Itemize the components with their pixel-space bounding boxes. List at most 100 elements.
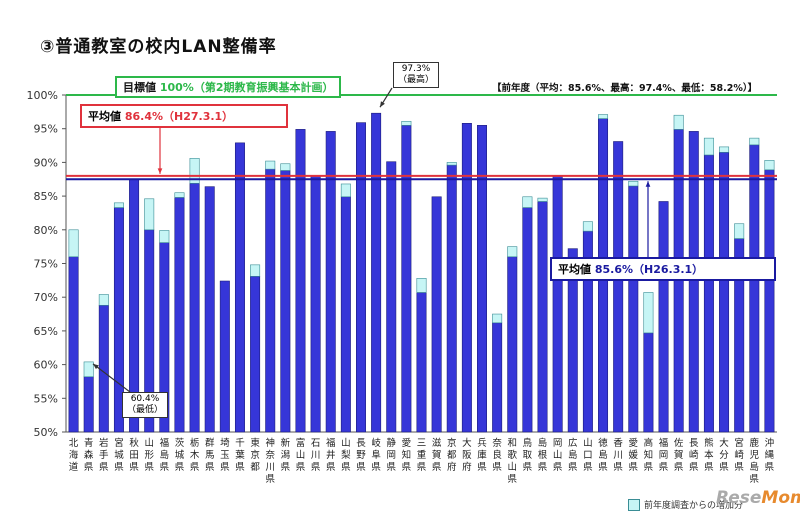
x-tick-label: 福井県 bbox=[326, 437, 336, 473]
x-tick-label: 栃木県 bbox=[190, 437, 200, 473]
bar bbox=[431, 196, 442, 433]
bar-increase bbox=[537, 197, 548, 202]
bar bbox=[719, 151, 730, 433]
x-tick-label: 秋田県 bbox=[129, 437, 139, 473]
y-tick-label: 85% bbox=[34, 190, 58, 203]
y-tick-label: 50% bbox=[34, 426, 58, 439]
bar-increase bbox=[68, 229, 79, 258]
x-tick-label: 青森県 bbox=[84, 437, 94, 473]
bar bbox=[340, 196, 351, 433]
bar bbox=[371, 112, 382, 433]
x-tick-label: 山梨県 bbox=[341, 438, 351, 473]
max-callout-value: 97.3% bbox=[401, 64, 431, 74]
x-tick-label: 滋賀県 bbox=[432, 437, 442, 473]
x-tick-label: 沖縄県 bbox=[765, 437, 775, 473]
bar bbox=[492, 322, 503, 433]
x-tick-label: 新潟県 bbox=[281, 437, 291, 473]
x-tick-label: 三重県 bbox=[417, 438, 427, 473]
y-tick-label: 60% bbox=[34, 359, 58, 372]
bar-increase bbox=[446, 162, 457, 166]
bar-increase bbox=[628, 180, 639, 187]
bar bbox=[764, 169, 775, 433]
bar-increase bbox=[719, 146, 730, 153]
x-tick-label: 福島県 bbox=[160, 437, 170, 473]
bar bbox=[522, 207, 533, 433]
x-tick-label: 岐阜県 bbox=[371, 437, 381, 473]
x-tick-label: 静岡県 bbox=[386, 437, 396, 473]
bar-increase bbox=[113, 202, 124, 208]
x-tick-label: 長崎県 bbox=[689, 438, 699, 473]
previous-average-box: 平均値 85.6%（H26.3.1） bbox=[550, 257, 776, 281]
bar bbox=[265, 168, 276, 433]
x-tick-label: 東京都 bbox=[250, 437, 260, 473]
x-tick-label: 山形県 bbox=[144, 438, 154, 473]
min-arrow-head bbox=[93, 363, 99, 370]
previous-average-value: 85.6%（H26.3.1） bbox=[594, 263, 704, 276]
x-tick-label: 北海道 bbox=[69, 438, 79, 473]
y-tick-label: 100% bbox=[27, 89, 58, 102]
x-tick-label: 広島県 bbox=[568, 437, 578, 473]
bar-increase bbox=[265, 160, 276, 170]
bar-increase bbox=[98, 294, 109, 306]
max-callout: 97.3% （最高） bbox=[393, 62, 440, 88]
goal-label: 目標値 bbox=[123, 81, 156, 94]
goal-label-box: 目標値 100%（第2期教育振興基本計画） bbox=[115, 76, 342, 98]
y-tick-label: 75% bbox=[34, 258, 58, 271]
x-tick-label: 愛媛県 bbox=[629, 437, 639, 473]
bar bbox=[688, 131, 699, 433]
bar bbox=[280, 170, 291, 433]
bar bbox=[552, 175, 563, 433]
bar bbox=[250, 276, 261, 433]
x-tick-label: 兵庫県 bbox=[477, 437, 487, 473]
bar bbox=[310, 175, 321, 433]
previous-year-note: 【前年度（平均：85.6%、最高：97.4%、最低：58.2%）】 bbox=[492, 83, 758, 94]
bar-increase bbox=[401, 120, 412, 126]
bar bbox=[416, 292, 427, 433]
bar-increase bbox=[416, 278, 427, 293]
bar bbox=[446, 164, 457, 433]
y-tick-label: 90% bbox=[34, 156, 58, 169]
y-tick-label: 55% bbox=[34, 392, 58, 405]
bar-increase bbox=[507, 246, 518, 258]
legend-label: 前年度調査からの増加分 bbox=[644, 501, 744, 511]
x-tick-label: 徳島県 bbox=[598, 437, 608, 473]
bar-increase bbox=[250, 264, 261, 277]
x-tick-label: 鹿児島県 bbox=[750, 437, 760, 485]
bar bbox=[628, 185, 639, 433]
bar bbox=[189, 182, 200, 433]
x-tick-label: 茨城県 bbox=[175, 437, 185, 473]
min-callout-value: 60.4% bbox=[130, 394, 160, 404]
bar bbox=[401, 125, 412, 433]
x-tick-label: 石川県 bbox=[311, 438, 321, 473]
bar bbox=[643, 332, 654, 433]
x-tick-label: 福岡県 bbox=[659, 437, 669, 473]
bar-increase bbox=[582, 221, 593, 232]
bar-increase bbox=[598, 114, 609, 119]
x-tick-label: 富山県 bbox=[296, 437, 306, 473]
max-callout-label: （最高） bbox=[398, 75, 435, 85]
bar bbox=[703, 154, 714, 433]
min-callout-label: （最低） bbox=[127, 405, 164, 415]
bar bbox=[204, 186, 215, 433]
x-tick-label: 岡山県 bbox=[553, 438, 563, 473]
bar bbox=[461, 123, 472, 433]
bar bbox=[567, 248, 578, 433]
bar bbox=[325, 131, 336, 433]
bar-increase bbox=[280, 163, 291, 171]
max-arrow-head bbox=[380, 101, 385, 108]
bar bbox=[658, 201, 669, 433]
bar bbox=[174, 197, 185, 433]
x-tick-label: 京都府 bbox=[447, 437, 457, 473]
bar bbox=[295, 129, 306, 433]
bar bbox=[83, 376, 94, 433]
bar-increase bbox=[340, 183, 351, 198]
x-tick-label: 宮崎県 bbox=[734, 437, 744, 473]
x-tick-label: 和歌山県 bbox=[508, 438, 518, 485]
watermark-part2: Mom bbox=[761, 488, 800, 508]
bar-increase bbox=[749, 137, 760, 146]
y-tick-label: 65% bbox=[34, 325, 58, 338]
x-tick-label: 島根県 bbox=[538, 437, 548, 473]
x-tick-label: 愛知県 bbox=[402, 437, 412, 473]
bar-increase bbox=[144, 198, 155, 231]
bar-increase bbox=[734, 223, 745, 239]
